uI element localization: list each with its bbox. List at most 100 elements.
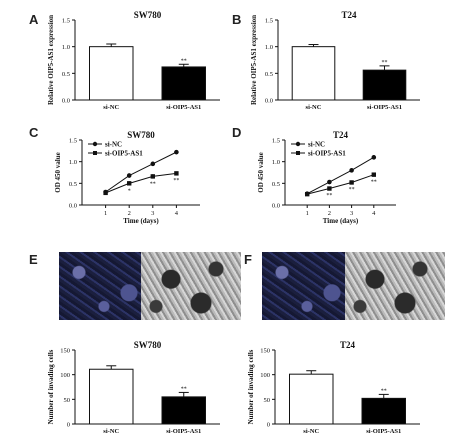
chart-d-series-2-point: [349, 180, 354, 185]
chart-f-significance: **: [381, 388, 387, 394]
panel-label-a: A: [29, 12, 39, 27]
chart-c-series-1-point: [150, 161, 156, 167]
chart-f-y-tick-label: 150: [260, 348, 270, 355]
chart-d-x-tick-label: 3: [350, 210, 353, 217]
chart-d-series-1-line: [306, 156, 375, 195]
chart-d-series-1-point: [349, 168, 354, 173]
chart-d-legend-marker-1: [295, 141, 301, 147]
chart-c-x-axis-label: Time (days): [123, 217, 159, 225]
chart-e-y-tick-label: 50: [64, 397, 71, 404]
chart-a-category-label: si-OIP5-AS1: [166, 104, 201, 111]
chart-e-y-tick-label: 100: [60, 372, 70, 379]
chart-d-x-tick-label: 4: [372, 210, 376, 217]
chart-c-significance: **: [150, 182, 156, 188]
chart-f-title: T24: [340, 340, 356, 350]
chart-e-category-label: si-NC: [103, 428, 119, 435]
chart-d-legend-label-2: si-OIP5-AS1: [308, 150, 346, 158]
chart-d-series-1-point: [371, 155, 377, 160]
chart-c-x-tick-label: 4: [175, 210, 179, 217]
chart-c-y-tick-label: 1.0: [69, 159, 77, 166]
chart-a-category-label: si-NC: [103, 104, 119, 111]
chart-c-y-axis-label: OD 450 value: [54, 152, 62, 192]
panel-label-d: D: [232, 125, 242, 140]
chart-d-x-axis-label: Time (days): [323, 217, 359, 225]
chart-e-bar-2: [161, 396, 206, 425]
chart-d-legend-marker-2: [296, 151, 300, 155]
chart-c-x-tick-label: 3: [151, 210, 154, 217]
chart-d-x-tick-label: 2: [328, 210, 331, 217]
chart-d-title: T24: [333, 130, 349, 140]
invasion-image-t24-si-oip5-as1: [345, 252, 445, 320]
chart-c-series-2-point: [174, 171, 179, 176]
chart-e-significance: **: [181, 386, 187, 392]
chart-a-significance: **: [181, 58, 187, 64]
chart-b-bar-2: [362, 69, 407, 101]
chart-c-series-2-line: [105, 172, 177, 194]
chart-c-series-2-point: [127, 181, 132, 186]
chart-d-y-tick-label: 1.5: [272, 138, 280, 145]
chart-b-bar-1: [291, 46, 336, 101]
chart-a-bar-1: [89, 46, 134, 101]
chart-c-title: SW780: [127, 130, 155, 140]
chart-f-y-axis-label: Number of invading cells: [247, 349, 255, 424]
invasion-image-sw780-si-oip5-as1: [141, 252, 241, 320]
chart-a-y-axis-label: Relative OIP5-AS1 expression: [47, 15, 55, 105]
chart-c-series-1-line: [105, 151, 177, 193]
panel-label-e: E: [29, 252, 38, 267]
chart-b-y-axis-label: Relative OIP5-AS1 expression: [250, 15, 258, 105]
chart-d-series-1-point: [327, 179, 332, 185]
chart-e-y-axis-label: Number of invading cells: [47, 349, 55, 424]
chart-c-significance: **: [173, 178, 179, 184]
chart-c-y-tick-label: 1.5: [69, 138, 77, 145]
chart-f-bar-1: [289, 373, 334, 425]
chart-c-legend-label-2: si-OIP5-AS1: [105, 150, 143, 158]
chart-d-series-2-point: [305, 191, 310, 197]
chart-c-y-tick-label: 0.5: [69, 181, 77, 188]
chart-c-x-tick-label: 1: [104, 210, 107, 217]
chart-a-y-tick-label: 0.5: [62, 71, 70, 78]
chart-b-y-tick-label: 1.5: [265, 18, 273, 25]
chart-b-category-label: si-OIP5-AS1: [367, 104, 402, 111]
chart-d-legend-label-1: si-NC: [308, 141, 325, 149]
chart-f-category-label: si-OIP5-AS1: [366, 428, 401, 435]
chart-e-y-tick-label: 150: [60, 348, 70, 355]
chart-d-y-tick-label: 0.0: [272, 203, 280, 210]
chart-c-y-tick-label: 0.0: [69, 203, 77, 210]
chart-a-y-tick-label: 1.5: [62, 18, 70, 25]
panel-label-c: C: [29, 125, 39, 140]
chart-a-title: SW780: [134, 10, 162, 20]
panel-label-b: B: [232, 12, 242, 27]
chart-d-series-2-point: [371, 172, 376, 177]
chart-b-category-label: si-NC: [306, 104, 322, 111]
chart-d-significance: **: [371, 179, 377, 185]
chart-f-y-tick-label: 100: [260, 372, 270, 379]
chart-c-series-1-point: [174, 149, 179, 155]
chart-c-series-2-point: [103, 190, 108, 196]
chart-f-y-tick-label: 0: [267, 422, 270, 429]
chart-e-bar-1: [89, 368, 134, 425]
chart-d-y-tick-label: 0.5: [272, 181, 280, 188]
chart-c-x-tick-label: 2: [128, 210, 131, 217]
chart-b-y-tick-label: 0.0: [265, 98, 273, 105]
chart-c-legend-marker-1: [92, 141, 98, 147]
chart-a-y-tick-label: 0.0: [62, 98, 70, 105]
chart-d-y-axis-label: OD 450 value: [257, 152, 265, 192]
panel-label-f: F: [244, 252, 252, 267]
chart-e-category-label: si-OIP5-AS1: [166, 428, 201, 435]
chart-b-y-tick-label: 0.5: [265, 71, 273, 78]
chart-e-title: SW780: [134, 340, 162, 350]
chart-c-legend-marker-2: [93, 151, 97, 155]
chart-a-y-tick-label: 1.0: [62, 44, 70, 51]
chart-c-series-1-point: [126, 173, 132, 178]
chart-c-legend-label-1: si-NC: [105, 141, 122, 149]
chart-d-significance: **: [326, 193, 332, 199]
chart-d-significance: **: [349, 187, 355, 193]
chart-f-y-tick-label: 50: [264, 397, 271, 404]
chart-f-bar-2: [361, 397, 406, 425]
chart-e-y-tick-label: 0: [67, 422, 70, 429]
chart-f-category-label: si-NC: [303, 428, 319, 435]
chart-c-significance: *: [128, 189, 131, 195]
chart-d-y-tick-label: 1.0: [272, 159, 280, 166]
chart-b-significance: **: [382, 60, 388, 66]
